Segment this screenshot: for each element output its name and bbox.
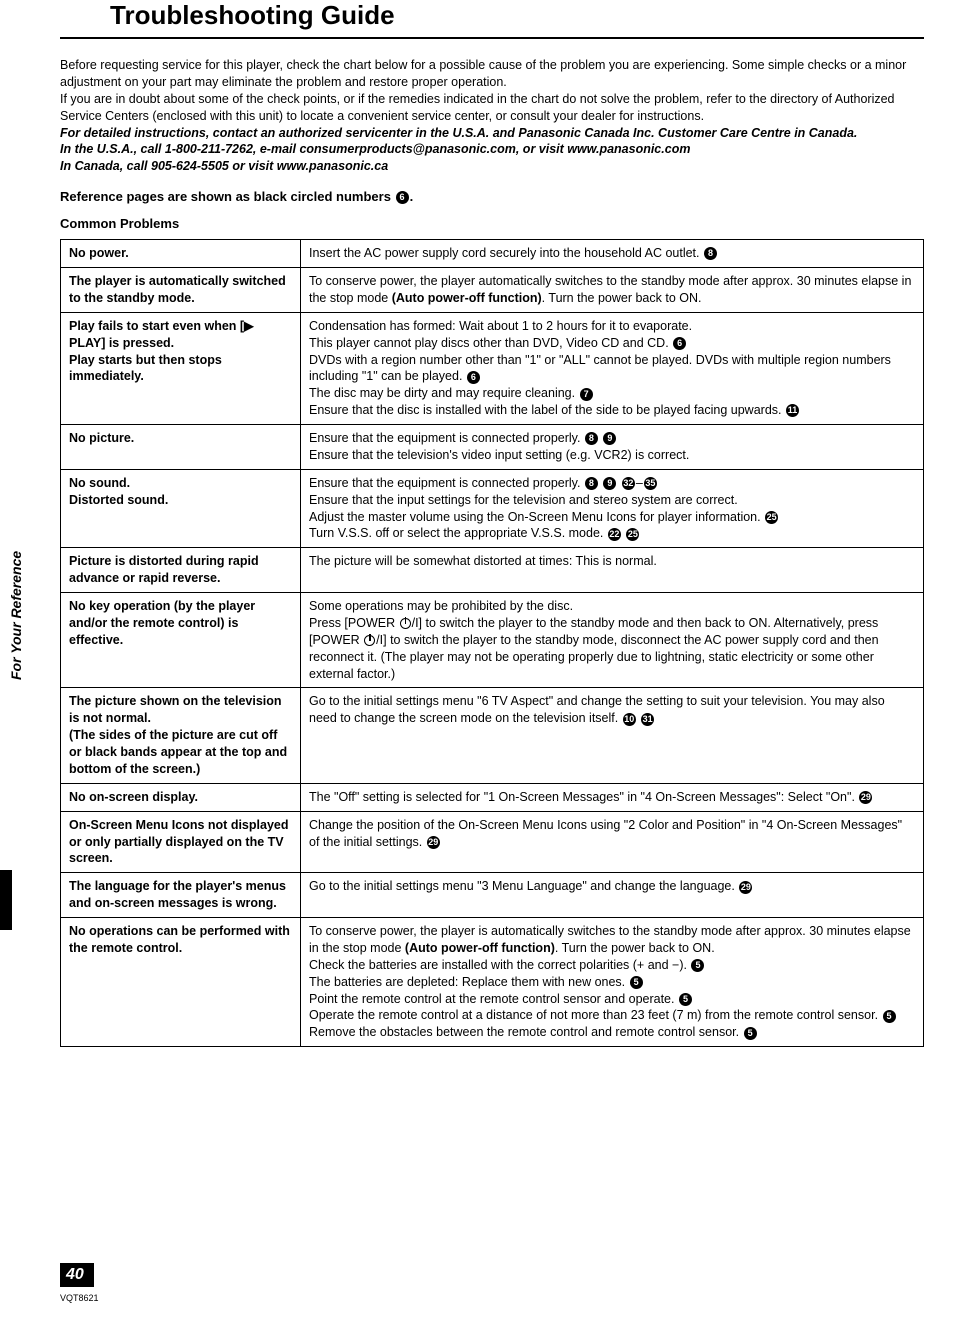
table-row: No key operation (by the player and/or t… [61, 593, 924, 688]
solution-cell: Ensure that the equipment is connected p… [301, 469, 924, 548]
solution-cell: The "Off" setting is selected for "1 On-… [301, 783, 924, 811]
intro-block: Before requesting service for this playe… [60, 57, 924, 175]
problem-cell: No key operation (by the player and/or t… [61, 593, 301, 688]
solution-cell: The picture will be somewhat distorted a… [301, 548, 924, 593]
solution-cell: To conserve power, the player is automat… [301, 918, 924, 1047]
side-tab-label: For Your Reference [8, 551, 24, 680]
table-row: No operations can be performed with the … [61, 918, 924, 1047]
table-row: On-Screen Menu Icons not displayed or on… [61, 811, 924, 873]
page-title: Troubleshooting Guide [110, 0, 924, 37]
troubleshooting-table: No power.Insert the AC power supply cord… [60, 239, 924, 1047]
table-row: Picture is distorted during rapid advanc… [61, 548, 924, 593]
problem-cell: The language for the player's menus and … [61, 873, 301, 918]
table-row: The player is automatically switched to … [61, 268, 924, 313]
problem-cell: No on-screen display. [61, 783, 301, 811]
solution-cell: Insert the AC power supply cord securely… [301, 240, 924, 268]
problem-cell: No picture. [61, 425, 301, 470]
problem-cell: No sound.Distorted sound. [61, 469, 301, 548]
table-row: No sound.Distorted sound.Ensure that the… [61, 469, 924, 548]
table-row: The picture shown on the television is n… [61, 688, 924, 783]
side-black-tab [0, 870, 12, 930]
problem-cell: On-Screen Menu Icons not displayed or on… [61, 811, 301, 873]
table-row: No power.Insert the AC power supply cord… [61, 240, 924, 268]
problem-cell: The picture shown on the television is n… [61, 688, 301, 783]
intro-p5: In Canada, call 905-624-5505 or visit ww… [60, 158, 924, 175]
page-number: 40 [60, 1263, 94, 1287]
intro-p1: Before requesting service for this playe… [60, 57, 924, 91]
solution-cell: To conserve power, the player automatica… [301, 268, 924, 313]
solution-cell: Go to the initial settings menu "6 TV As… [301, 688, 924, 783]
problem-cell: Picture is distorted during rapid advanc… [61, 548, 301, 593]
reference-note: Reference pages are shown as black circl… [60, 189, 924, 204]
solution-cell: Ensure that the equipment is connected p… [301, 425, 924, 470]
solution-cell: Change the position of the On-Screen Men… [301, 811, 924, 873]
table-row: No picture.Ensure that the equipment is … [61, 425, 924, 470]
problem-cell: Play fails to start even when [▶ PLAY] i… [61, 312, 301, 424]
intro-p3: For detailed instructions, contact an au… [60, 125, 924, 142]
section-title: Common Problems [60, 216, 924, 231]
table-row: Play fails to start even when [▶ PLAY] i… [61, 312, 924, 424]
solution-cell: Go to the initial settings menu "3 Menu … [301, 873, 924, 918]
doc-code: VQT8621 [60, 1293, 99, 1303]
solution-cell: Some operations may be prohibited by the… [301, 593, 924, 688]
intro-p2: If you are in doubt about some of the ch… [60, 91, 924, 125]
table-row: No on-screen display.The "Off" setting i… [61, 783, 924, 811]
problem-cell: The player is automatically switched to … [61, 268, 301, 313]
problem-cell: No power. [61, 240, 301, 268]
solution-cell: Condensation has formed: Wait about 1 to… [301, 312, 924, 424]
problem-cell: No operations can be performed with the … [61, 918, 301, 1047]
table-row: The language for the player's menus and … [61, 873, 924, 918]
intro-p4: In the U.S.A., call 1-800-211-7262, e-ma… [60, 141, 924, 158]
